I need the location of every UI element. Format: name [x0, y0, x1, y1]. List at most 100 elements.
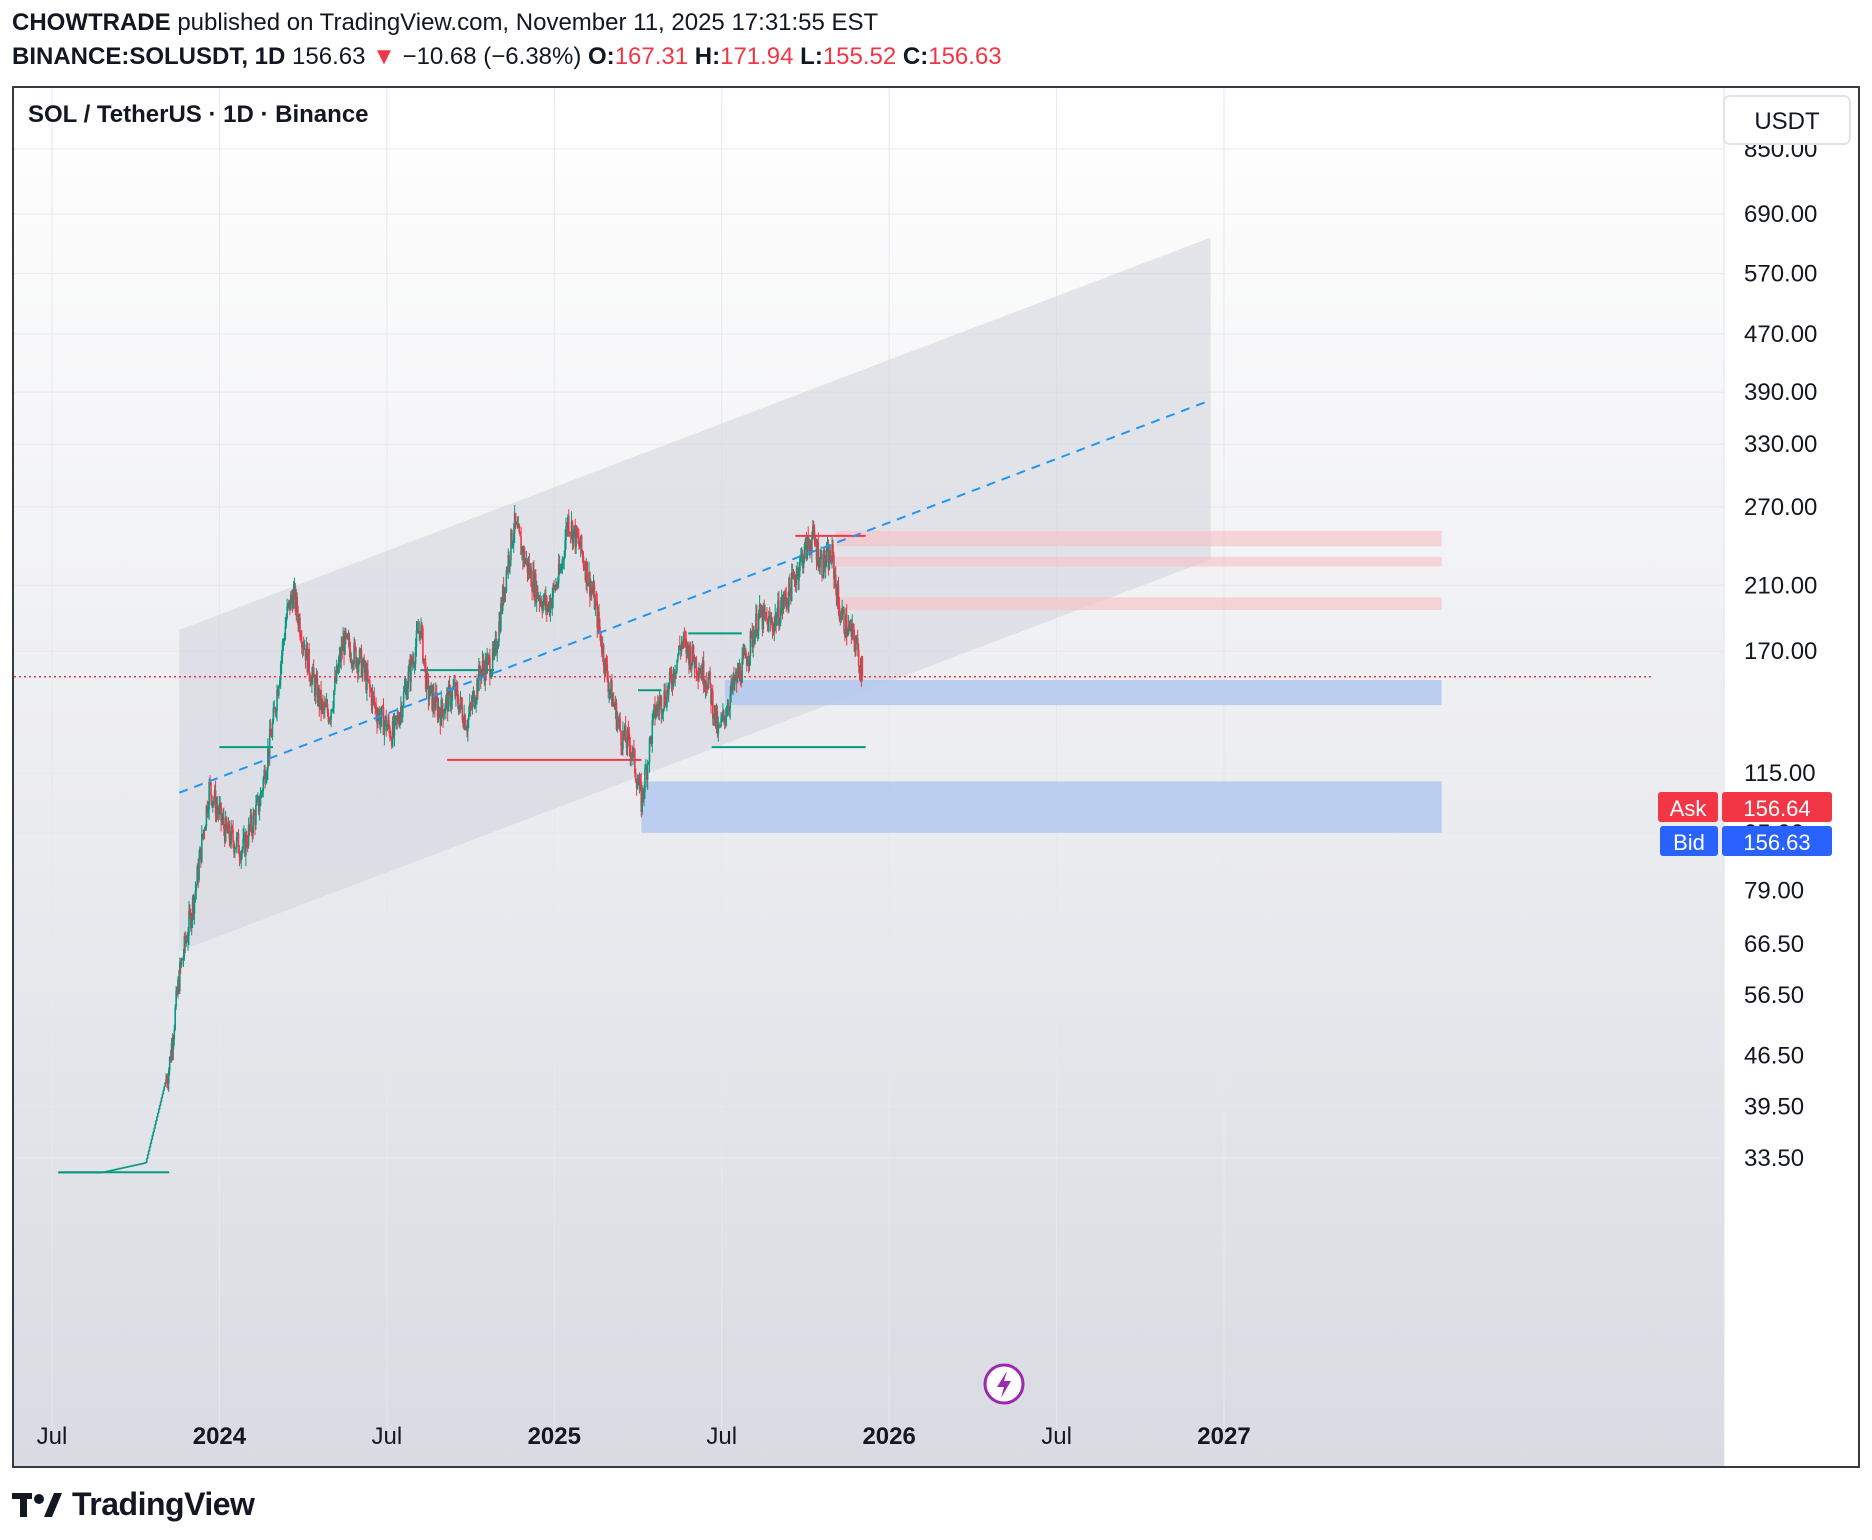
candle-body — [355, 647, 357, 667]
candle-body — [321, 700, 323, 711]
candle-body — [301, 640, 303, 648]
candle-body — [285, 618, 288, 627]
candle-body — [710, 683, 712, 704]
candle-body — [144, 1162, 146, 1164]
candle-body — [858, 665, 861, 675]
candle-body — [845, 614, 848, 636]
candle-body — [640, 782, 643, 812]
candle-body — [536, 586, 539, 599]
candle-body — [644, 768, 646, 793]
candle-body — [61, 1172, 64, 1174]
tradingview-logo-icon[interactable] — [12, 1489, 64, 1519]
candle-body — [255, 805, 257, 825]
candle-body — [673, 669, 676, 679]
candle-body — [350, 661, 353, 663]
candle-body — [235, 836, 238, 848]
candle-body — [65, 1172, 67, 1174]
candle-body — [480, 669, 483, 679]
candle-body — [320, 689, 322, 711]
candle-body — [411, 658, 413, 665]
candle-body — [323, 704, 326, 711]
rising-channel — [179, 237, 1211, 952]
candle-body — [555, 584, 557, 590]
candle-body — [202, 829, 205, 837]
candle-body — [532, 570, 534, 592]
candle-body — [513, 513, 516, 534]
candle-body — [810, 550, 812, 553]
candle-body — [765, 612, 767, 618]
candle-body — [551, 597, 554, 609]
candle-body — [796, 568, 799, 576]
publisher-name[interactable]: CHOWTRADE — [12, 9, 171, 36]
candle-body — [347, 638, 350, 640]
candle-body — [158, 1105, 161, 1110]
candle-body — [758, 604, 761, 614]
candle-body — [227, 822, 230, 834]
candle-body — [694, 657, 697, 669]
candle-body — [212, 800, 215, 802]
candle-body — [373, 695, 376, 704]
candle-body — [250, 815, 253, 830]
candle-body — [841, 610, 843, 619]
candle-body — [606, 664, 609, 680]
candle-body — [220, 803, 222, 821]
candle-body — [700, 671, 702, 675]
y-tick-label: 33.50 — [1744, 1145, 1804, 1172]
candle-body — [329, 719, 332, 721]
candle-body — [206, 805, 209, 814]
candle-body — [516, 523, 519, 528]
candle-body — [455, 684, 457, 697]
candle-body — [244, 834, 246, 856]
candle-body — [648, 738, 651, 763]
candle-body — [721, 716, 723, 718]
candle-body — [198, 859, 200, 881]
currency-button[interactable]: USDT — [1723, 95, 1851, 145]
candle-body — [467, 720, 469, 732]
candle-body — [275, 710, 277, 713]
candle-body — [692, 645, 695, 660]
lightning-icon[interactable] — [983, 1363, 1025, 1405]
candle-body — [335, 665, 338, 682]
candle-body — [637, 784, 640, 786]
price-axis[interactable]: 850.00690.00570.00470.00390.00330.00270.… — [1744, 136, 1817, 1172]
tradingview-logo-text[interactable]: TradingView — [72, 1485, 255, 1522]
time-axis[interactable]: Jul 2024 Jul 2025 Jul 2026 Jul 2027 — [37, 1423, 1251, 1450]
candle-body — [265, 778, 267, 784]
candle-body — [497, 641, 499, 649]
candle-body — [498, 620, 500, 642]
candle-body — [170, 1043, 173, 1061]
candle-body — [458, 704, 461, 713]
candle-body — [159, 1101, 162, 1106]
candle-body — [110, 1170, 112, 1172]
candle-body — [261, 790, 264, 792]
low-value: 155.52 — [822, 43, 897, 70]
candle-body — [501, 603, 503, 611]
candle-body — [371, 692, 374, 706]
candle-body — [581, 551, 584, 556]
candle-body — [626, 730, 629, 748]
candle-body — [469, 704, 472, 706]
candle-body — [511, 529, 513, 547]
price-chart[interactable]: 850.00690.00570.00470.00390.00330.00270.… — [14, 88, 1858, 1466]
candle-body — [72, 1172, 75, 1174]
candle-body — [252, 813, 254, 834]
candle-body — [685, 639, 688, 654]
candle-body — [167, 1070, 170, 1084]
candle-body — [535, 586, 538, 603]
candle-body — [830, 561, 832, 564]
candle-body — [576, 526, 578, 537]
candle-body — [689, 646, 691, 666]
candle-body — [172, 1039, 175, 1050]
candle-body — [304, 648, 307, 661]
candle-body — [636, 784, 639, 789]
candle-body — [168, 1057, 171, 1071]
candle-body — [773, 621, 776, 633]
chart-frame[interactable]: 850.00 690.00 570.00 470.00 390.00 330.00 270.… — [12, 86, 1860, 1468]
candle-body — [660, 696, 663, 715]
candle-body — [715, 711, 718, 726]
candle-body — [664, 690, 666, 704]
candle-body — [671, 684, 674, 687]
candle-body — [200, 847, 202, 862]
candle-body — [828, 550, 831, 570]
candle-body — [861, 656, 864, 677]
